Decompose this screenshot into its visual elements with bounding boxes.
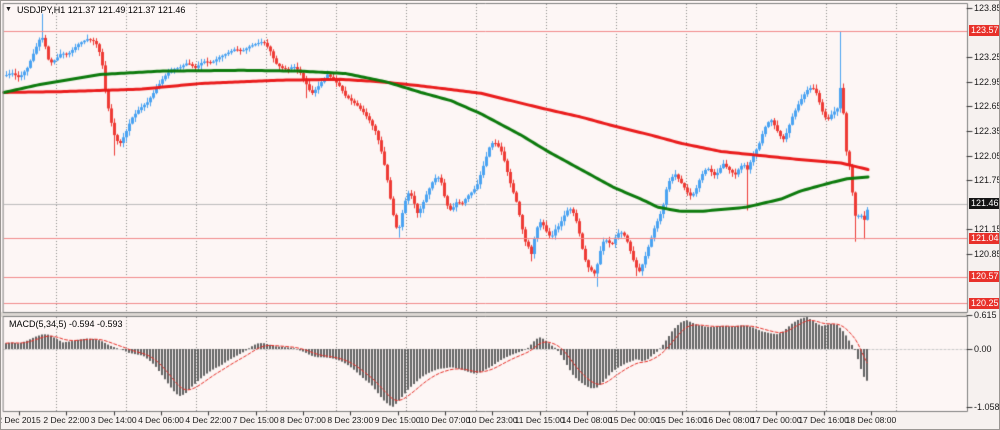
macd-tick-label: -1.058 bbox=[974, 402, 1000, 413]
time-tick-label: 17 Dec 00:00 bbox=[750, 415, 802, 425]
price-tick-label: 121.15 bbox=[974, 224, 1000, 235]
macd-tick-label: 0.615 bbox=[974, 310, 997, 321]
time-tick-label: 9 Dec 15:00 bbox=[374, 415, 421, 425]
time-tick-label: 11 Dec 15:00 bbox=[514, 415, 565, 425]
time-tick-label: 15 Dec 16:00 bbox=[656, 415, 707, 425]
time-tick-label: 7 Dec 15:00 bbox=[232, 415, 279, 425]
time-tick-label: 14 Dec 08:00 bbox=[561, 415, 613, 425]
price-tick-label: 122.65 bbox=[974, 101, 1000, 112]
price-tick-label: 120.85 bbox=[974, 249, 1000, 259]
time-tick-label: 2 Dec 2015 bbox=[0, 415, 41, 425]
macd-tick-label: 0.00 bbox=[974, 344, 992, 354]
current-price-tag[interactable]: 121.46 bbox=[969, 198, 999, 210]
time-tick-label: 4 Dec 22:00 bbox=[185, 415, 232, 425]
time-tick-label: 2 Dec 22:00 bbox=[43, 415, 90, 425]
time-tick-label: 15 Dec 00:00 bbox=[608, 415, 660, 425]
time-tick-label: 10 Dec 07:00 bbox=[419, 415, 471, 425]
price-tick-label: 123.85 bbox=[974, 3, 1000, 13]
time-tick-label: 4 Dec 06:00 bbox=[138, 415, 184, 425]
time-tick-label: 18 Dec 08:00 bbox=[845, 415, 897, 425]
symbol-dropdown-icon[interactable]: ▼ bbox=[5, 6, 12, 13]
price-tick-label: 123.25 bbox=[974, 52, 1000, 63]
time-tick-label: 10 Dec 23:00 bbox=[467, 415, 518, 425]
macd-indicator-label: MACD(5,34,5) -0.594 -0.593 bbox=[9, 319, 123, 329]
time-tick-label: 8 Dec 23:00 bbox=[327, 415, 374, 425]
price-tick-label: 122.95 bbox=[974, 76, 1000, 87]
price-tick-label: 122.05 bbox=[974, 150, 1000, 161]
time-tick-label: 16 Dec 08:00 bbox=[703, 415, 755, 425]
chart-title-row: ▼ USDJPY,H1 121.37 121.49 121.37 121.46 bbox=[5, 4, 185, 16]
price-tick-label: 122.35 bbox=[974, 126, 1000, 136]
time-tick-label: 8 Dec 07:00 bbox=[280, 415, 326, 425]
hline-price-tag[interactable]: 121.04 bbox=[969, 232, 999, 244]
price-tick-label: 121.75 bbox=[974, 175, 1000, 186]
symbol-ohlc-title: USDJPY,H1 121.37 121.49 121.37 121.46 bbox=[16, 5, 186, 15]
time-tick-label: 17 Dec 16:00 bbox=[798, 415, 849, 425]
hline-price-tag[interactable]: 120.57 bbox=[969, 271, 999, 283]
time-tick-label: 3 Dec 14:00 bbox=[90, 415, 137, 425]
hline-price-tag[interactable]: 123.57 bbox=[969, 25, 999, 37]
hline-price-tag[interactable]: 120.25 bbox=[969, 297, 999, 309]
